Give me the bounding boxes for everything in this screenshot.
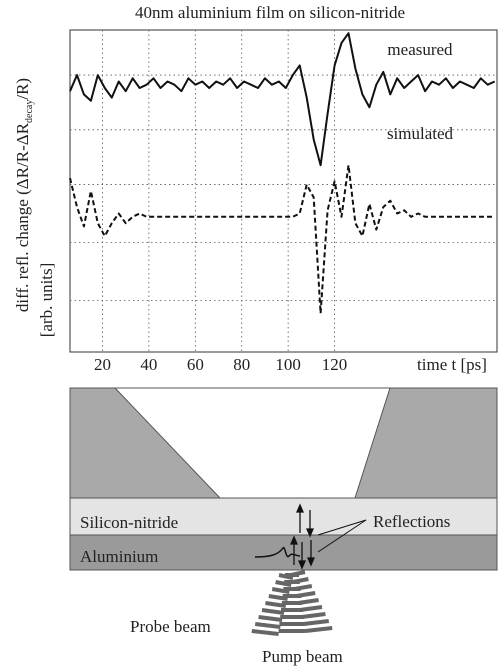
series-label: measured bbox=[387, 40, 453, 59]
reflections-label: Reflections bbox=[373, 512, 450, 531]
pump-label: Pump beam bbox=[262, 647, 343, 666]
data-line bbox=[69, 164, 495, 315]
beam-dash bbox=[251, 629, 279, 636]
diagram: Silicon-nitride Aluminium Reflections Pr… bbox=[69, 387, 498, 666]
beam-dash bbox=[271, 587, 290, 594]
beam-dash bbox=[303, 619, 330, 626]
x-label: time t [ps] bbox=[417, 355, 487, 374]
beams bbox=[251, 570, 333, 636]
y-label-part: diff. refl. change (ΔR/R-ΔR bbox=[13, 122, 32, 312]
data-line bbox=[69, 32, 496, 167]
x-tick-label: 100 bbox=[275, 355, 301, 374]
beam-dash bbox=[292, 577, 309, 584]
beam-dash bbox=[305, 626, 333, 633]
x-tick-label: 120 bbox=[322, 355, 348, 374]
beam-dash bbox=[268, 594, 288, 601]
y-label-sub: decay bbox=[24, 100, 35, 123]
x-tick-label: 20 bbox=[94, 355, 111, 374]
beam-dash bbox=[297, 598, 319, 605]
x-tick-label: 60 bbox=[187, 355, 204, 374]
beam-dash bbox=[301, 612, 326, 619]
beam-dash bbox=[261, 608, 285, 615]
beam-dash bbox=[258, 615, 283, 622]
chart-title: 40nm aluminium film on silicon-nitride bbox=[135, 3, 405, 22]
beam-dash bbox=[290, 570, 306, 577]
x-tick-label: 80 bbox=[233, 355, 250, 374]
y-label-units: [arb. units] bbox=[37, 263, 56, 338]
beam-dash bbox=[294, 584, 313, 591]
layer-aluminium bbox=[69, 534, 498, 571]
beam-dash bbox=[275, 580, 292, 587]
reflection-arrows bbox=[290, 503, 367, 570]
series-label: simulated bbox=[387, 124, 454, 143]
y-label: diff. refl. change (ΔR/R-ΔRdecay/R) bbox=[13, 78, 35, 312]
beam-dash bbox=[296, 591, 316, 598]
layer-label: Silicon-nitride bbox=[80, 513, 178, 532]
x-tick-label: 40 bbox=[140, 355, 157, 374]
beam-dash bbox=[254, 622, 281, 629]
plot-frame bbox=[69, 29, 498, 353]
y-label-part: /R) bbox=[13, 78, 32, 100]
layer-label: Aluminium bbox=[80, 547, 158, 566]
beam-dash bbox=[265, 601, 287, 608]
probe-label: Probe beam bbox=[130, 617, 211, 636]
beam-dash bbox=[299, 605, 323, 612]
